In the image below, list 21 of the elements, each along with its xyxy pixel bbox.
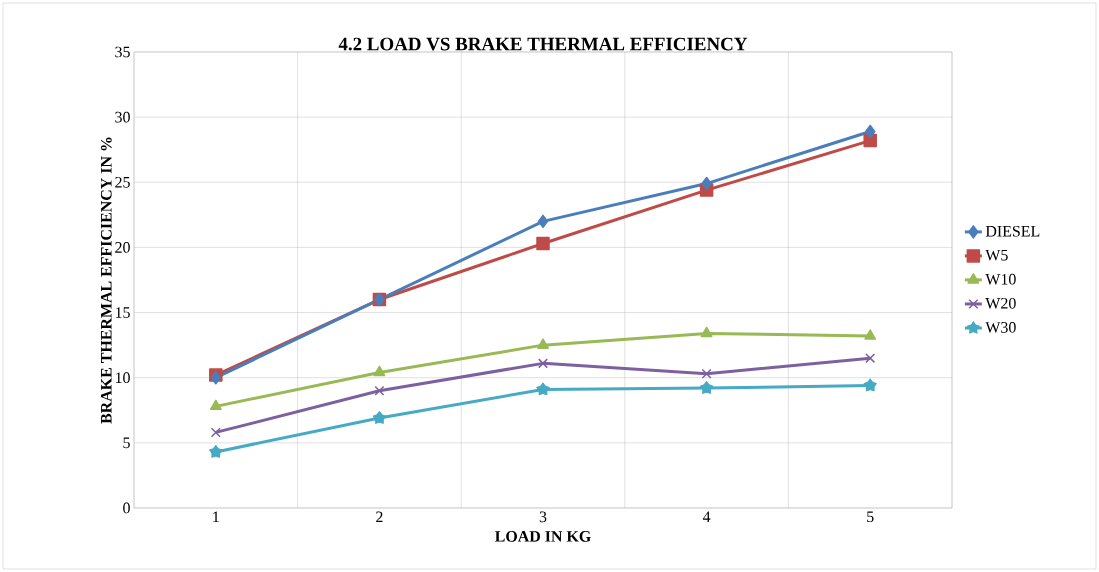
legend-label: DIESEL — [985, 225, 1040, 237]
y-axis-title: BRAKE THERMAL EFFICIENCY IN % — [100, 137, 112, 424]
y-tick-label: 10 — [115, 372, 130, 384]
x-tick-label: 4 — [702, 511, 711, 522]
chart-title: 4.2 LOAD VS BRAKE THERMAL EFFICIENCY — [338, 37, 748, 51]
legend-label: W20 — [985, 297, 1016, 309]
y-tick-label: 30 — [115, 111, 130, 123]
x-tick-label: 2 — [376, 511, 383, 523]
y-tick-label: 35 — [115, 46, 130, 58]
y-tick-label: 15 — [115, 307, 130, 318]
y-tick-label: 5 — [123, 437, 130, 449]
legend-label: W10 — [985, 273, 1016, 285]
x-tick-label: 3 — [539, 511, 547, 523]
y-tick-label: 0 — [123, 502, 130, 514]
y-tick-label: 20 — [115, 242, 130, 253]
x-tick-label: 5 — [867, 511, 874, 523]
x-axis-title: LOAD IN KG — [495, 531, 591, 542]
legend-label: W5 — [985, 249, 1008, 261]
x-tick-label: 1 — [213, 511, 219, 523]
legend-label: W30 — [985, 322, 1016, 333]
y-tick-label: 25 — [115, 176, 130, 188]
